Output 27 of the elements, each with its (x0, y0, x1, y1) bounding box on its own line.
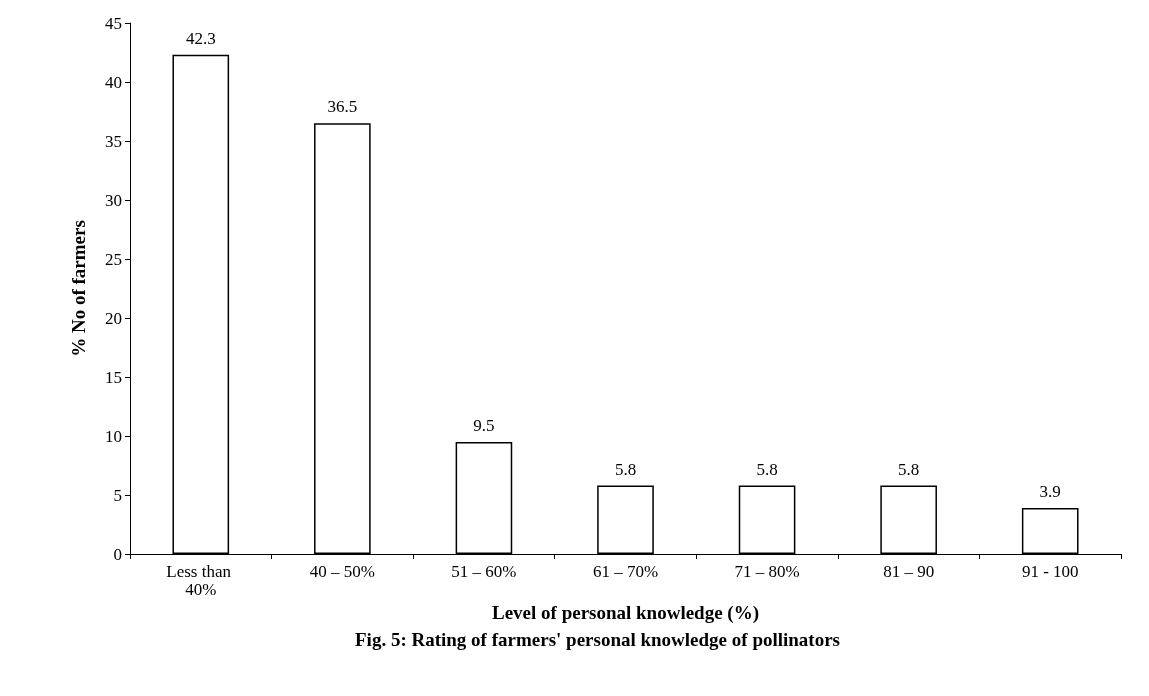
y-tick-label: 20 (105, 308, 122, 328)
data-label: 42.3 (185, 28, 216, 48)
y-tick-label: 25 (105, 249, 122, 269)
x-tick-label: 81 – 90 (883, 561, 935, 581)
x-tick-label: 40 – 50% (309, 561, 375, 581)
x-tick-label: 91 - 100 (1021, 561, 1079, 581)
x-axis-title: Level of personal knowledge (%) (491, 601, 760, 624)
y-tick-label: 30 (105, 190, 122, 210)
y-tick-label: 15 (105, 367, 122, 387)
x-tick-label: 61 – 70% (592, 561, 659, 581)
data-label: 36.5 (327, 97, 358, 117)
data-label: 9.5 (473, 415, 495, 435)
y-axis-title: % No of farmers (68, 220, 89, 357)
x-tick-label: Less than 40% (166, 561, 236, 599)
y-tick-label: 40 (105, 72, 122, 92)
x-tick-label: 71 – 80% (734, 561, 800, 581)
y-tick-label: 0 (113, 544, 122, 564)
y-tick-label: 10 (105, 426, 122, 446)
data-label: 5.8 (898, 459, 920, 479)
data-label: 5.8 (756, 459, 778, 479)
caption: Fig. 5: Rating of farmers' personal knowledge of pollinators (355, 629, 841, 650)
y-tick-label: 5 (113, 485, 122, 505)
x-tick-label: 51 – 60% (451, 561, 517, 581)
data-label: 3.9 (1039, 481, 1061, 501)
y-tick-label: 35 (105, 131, 122, 151)
y-tick-label: 45 (105, 13, 122, 33)
data-label: 5.8 (614, 459, 637, 479)
